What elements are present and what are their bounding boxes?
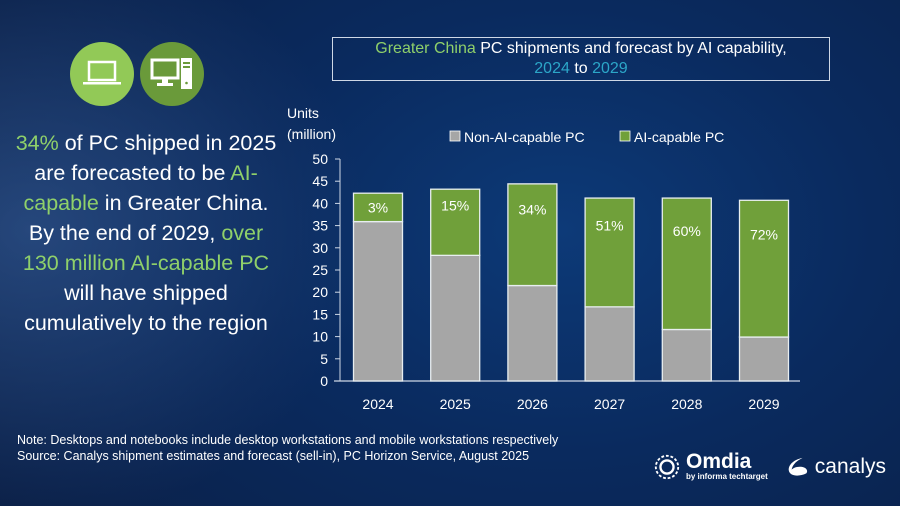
omdia-logo-subtext: by informa techtarget	[686, 472, 768, 481]
y-tick-label: 10	[312, 329, 328, 345]
legend-swatch-ai	[619, 130, 631, 142]
headline-part: of PC shipped in 2025 are forecasted to …	[34, 131, 277, 185]
bar-ai	[352, 192, 404, 223]
bar-data-label: 3%	[368, 199, 388, 215]
y-axis-label-line2: (million)	[287, 126, 336, 142]
title-year-end: 2029	[592, 60, 628, 77]
omdia-logo-text: Omdia	[686, 450, 752, 473]
y-tick-label: 0	[320, 373, 328, 389]
bar-ai	[661, 197, 712, 331]
bar-data-label: 60%	[673, 223, 701, 239]
bar-data-label: 51%	[596, 217, 624, 233]
bar-non-ai	[430, 254, 481, 382]
desktop-icon	[140, 42, 204, 106]
bar-data-label: 72%	[750, 226, 778, 242]
bar-data-label: 34%	[518, 201, 546, 217]
source-text: Source: Canalys shipment estimates and f…	[17, 449, 530, 463]
y-tick-label: 40	[312, 195, 328, 211]
bar-ai	[584, 197, 635, 308]
laptop-icon	[70, 42, 134, 106]
omdia-logo-icon	[654, 454, 680, 480]
canalys-logo-text: canalys	[814, 455, 886, 478]
bar-data-label: 15%	[441, 198, 469, 214]
bar-non-ai	[507, 284, 558, 382]
canalys-logo: canalys	[786, 455, 886, 479]
title-region: Greater China	[375, 40, 476, 57]
y-tick-label: 45	[312, 173, 328, 189]
y-tick-label: 25	[312, 262, 328, 278]
legend-label-ai: AI-capable PC	[634, 129, 724, 145]
stacked-bar-chart: Units (million) Non-AI-capable PC AI-cap…	[287, 105, 800, 412]
headline-part: in Greater China. By the end of 2029,	[28, 191, 269, 245]
x-tick-label: 2029	[748, 396, 779, 412]
footnote: Note: Desktops and notebooks include des…	[17, 432, 577, 464]
logos: Omdia by informa techtarget canalys	[653, 450, 886, 482]
bar-ai	[738, 199, 790, 338]
headline-part: will have shipped cumulatively to the re…	[24, 281, 268, 335]
title-text: PC shipments and forecast by AI capabili…	[475, 40, 787, 57]
bar-ai	[507, 183, 558, 287]
canalys-logo-icon	[788, 457, 807, 476]
headline-part: over 130 million AI-capable PC	[22, 221, 270, 275]
note-text: Note: Desktops and notebooks include des…	[17, 433, 559, 447]
legend-label-non-ai: Non-AI-capable PC	[464, 129, 585, 145]
headline-text: 34% of PC shipped in 2025 are forecasted…	[10, 128, 282, 338]
bar-non-ai	[661, 328, 712, 382]
y-tick-label: 50	[312, 151, 328, 167]
omdia-logo: Omdia by informa techtarget	[653, 450, 768, 482]
bar-non-ai	[352, 220, 404, 382]
bar-non-ai	[738, 336, 790, 382]
chart-title: Greater China PC shipments and forecast …	[332, 37, 830, 81]
legend-swatch-non-ai	[449, 130, 461, 142]
y-tick-label: 35	[312, 218, 328, 234]
headline-part: AI-capable	[23, 161, 258, 215]
y-tick-label: 15	[312, 306, 328, 322]
y-tick-label: 20	[312, 284, 328, 300]
legend: Non-AI-capable PC AI-capable PC	[449, 129, 724, 145]
bar-ai	[430, 188, 481, 256]
title-to: to	[569, 60, 593, 77]
x-tick-label: 2024	[362, 396, 393, 412]
y-axis-label-line1: Units	[287, 105, 319, 121]
title-year-start: 2024	[534, 60, 570, 77]
y-tick-label: 30	[312, 240, 328, 256]
x-tick-label: 2027	[594, 396, 625, 412]
x-tick-label: 2025	[440, 396, 471, 412]
x-tick-label: 2026	[517, 396, 548, 412]
y-tick-label: 5	[320, 351, 328, 367]
x-tick-label: 2028	[671, 396, 702, 412]
headline-part: 34%	[15, 131, 59, 155]
bar-non-ai	[584, 306, 635, 382]
